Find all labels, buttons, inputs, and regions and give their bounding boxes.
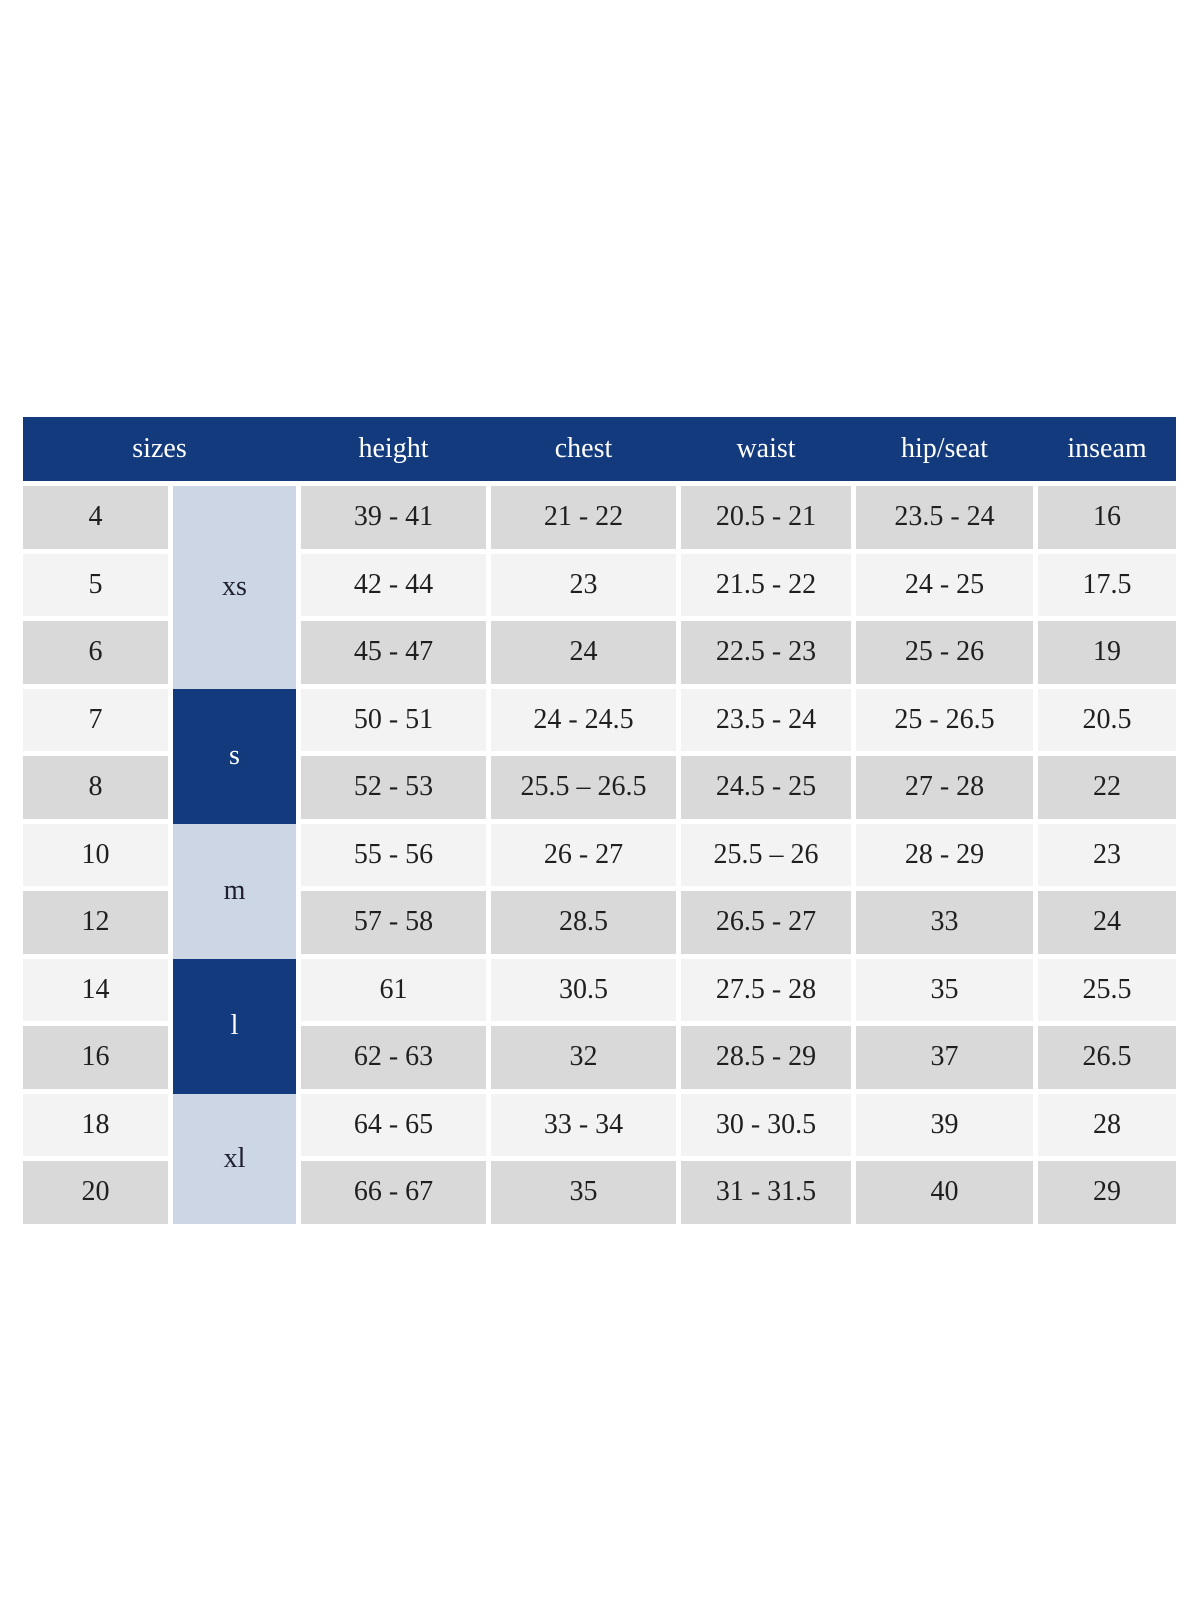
height-cell: 64 - 65 (301, 1093, 486, 1156)
table-row: 5 42 - 44 23 21.5 - 22 24 - 25 17.5 (23, 553, 1176, 616)
hip-seat-cell: 37 (856, 1026, 1033, 1089)
hip-seat-cell: 25 - 26 (856, 621, 1033, 684)
height-cell: 66 - 67 (301, 1161, 486, 1224)
inseam-cell: 22 (1038, 756, 1176, 819)
chest-cell: 33 - 34 (491, 1093, 676, 1156)
inseam-cell: 16 (1038, 486, 1176, 549)
size-number-cell: 16 (23, 1026, 168, 1089)
size-number-cell: 8 (23, 756, 168, 819)
size-number-cell: 12 (23, 891, 168, 954)
inseam-cell: 20.5 (1038, 688, 1176, 751)
height-cell: 55 - 56 (301, 823, 486, 886)
size-number-cell: 7 (23, 688, 168, 751)
hip-seat-cell: 28 - 29 (856, 823, 1033, 886)
chest-cell: 28.5 (491, 891, 676, 954)
hip-seat-cell: 35 (856, 958, 1033, 1021)
chest-cell: 25.5 – 26.5 (491, 756, 676, 819)
size-group-column: xs s m l xl (173, 486, 296, 1224)
chest-cell: 32 (491, 1026, 676, 1089)
waist-cell: 26.5 - 27 (681, 891, 851, 954)
inseam-cell: 28 (1038, 1093, 1176, 1156)
table-row: 16 62 - 63 32 28.5 - 29 37 26.5 (23, 1026, 1176, 1089)
column-header-chest: chest (554, 433, 613, 464)
chest-cell: 23 (491, 553, 676, 616)
hip-seat-cell: 39 (856, 1093, 1033, 1156)
height-cell: 61 (301, 958, 486, 1021)
size-group-cell-xl: xl (173, 1093, 296, 1224)
size-number-cell: 14 (23, 958, 168, 1021)
waist-cell: 21.5 - 22 (681, 553, 851, 616)
waist-cell: 27.5 - 28 (681, 958, 851, 1021)
inseam-cell: 24 (1038, 891, 1176, 954)
column-header-height: height (358, 433, 429, 464)
size-number-cell: 20 (23, 1161, 168, 1224)
size-group-cell-m: m (173, 823, 296, 959)
chest-cell: 24 - 24.5 (491, 688, 676, 751)
height-cell: 62 - 63 (301, 1026, 486, 1089)
size-group-cell-s: s (173, 688, 296, 824)
height-cell: 45 - 47 (301, 621, 486, 684)
table-row: 4 39 - 41 21 - 22 20.5 - 21 23.5 - 24 16 (23, 486, 1176, 549)
waist-cell: 25.5 – 26 (681, 823, 851, 886)
waist-cell: 28.5 - 29 (681, 1026, 851, 1089)
hip-seat-cell: 24 - 25 (856, 553, 1033, 616)
height-cell: 57 - 58 (301, 891, 486, 954)
size-number-cell: 10 (23, 823, 168, 886)
size-group-cell-xs: xs (173, 486, 296, 689)
waist-cell: 30 - 30.5 (681, 1093, 851, 1156)
inseam-cell: 17.5 (1038, 553, 1176, 616)
column-header-sizes: sizes (132, 433, 187, 464)
hip-seat-cell: 33 (856, 891, 1033, 954)
table-row: 8 52 - 53 25.5 – 26.5 24.5 - 25 27 - 28 … (23, 756, 1176, 819)
chest-cell: 30.5 (491, 958, 676, 1021)
size-number-cell: 4 (23, 486, 168, 549)
inseam-cell: 23 (1038, 823, 1176, 886)
height-cell: 39 - 41 (301, 486, 486, 549)
hip-seat-cell: 23.5 - 24 (856, 486, 1033, 549)
column-header-waist: waist (736, 433, 796, 464)
chest-cell: 35 (491, 1161, 676, 1224)
hip-seat-cell: 27 - 28 (856, 756, 1033, 819)
table-row: 12 57 - 58 28.5 26.5 - 27 33 24 (23, 891, 1176, 954)
column-header-inseam: inseam (1067, 433, 1147, 464)
chest-cell: 21 - 22 (491, 486, 676, 549)
hip-seat-cell: 25 - 26.5 (856, 688, 1033, 751)
inseam-cell: 26.5 (1038, 1026, 1176, 1089)
table-row: 20 66 - 67 35 31 - 31.5 40 29 (23, 1161, 1176, 1224)
chest-cell: 24 (491, 621, 676, 684)
waist-cell: 24.5 - 25 (681, 756, 851, 819)
inseam-cell: 19 (1038, 621, 1176, 684)
height-cell: 52 - 53 (301, 756, 486, 819)
waist-cell: 31 - 31.5 (681, 1161, 851, 1224)
size-group-cell-l: l (173, 958, 296, 1094)
table-row: 7 50 - 51 24 - 24.5 23.5 - 24 25 - 26.5 … (23, 688, 1176, 751)
hip-seat-cell: 40 (856, 1161, 1033, 1224)
size-number-cell: 6 (23, 621, 168, 684)
chest-cell: 26 - 27 (491, 823, 676, 886)
waist-cell: 22.5 - 23 (681, 621, 851, 684)
table-row: 18 64 - 65 33 - 34 30 - 30.5 39 28 (23, 1093, 1176, 1156)
waist-cell: 20.5 - 21 (681, 486, 851, 549)
column-header-hip-seat: hip/seat (900, 433, 989, 464)
table-header-row: sizes height chest waist hip/seat inseam (23, 417, 1176, 481)
table-row: 14 61 30.5 27.5 - 28 35 25.5 (23, 958, 1176, 1021)
height-cell: 42 - 44 (301, 553, 486, 616)
inseam-cell: 29 (1038, 1161, 1176, 1224)
table-body: 4 39 - 41 21 - 22 20.5 - 21 23.5 - 24 16… (23, 486, 1176, 1224)
inseam-cell: 25.5 (1038, 958, 1176, 1021)
height-cell: 50 - 51 (301, 688, 486, 751)
table-row: 6 45 - 47 24 22.5 - 23 25 - 26 19 (23, 621, 1176, 684)
size-number-cell: 5 (23, 553, 168, 616)
size-chart-table: sizes height chest waist hip/seat inseam… (23, 417, 1176, 1224)
size-number-cell: 18 (23, 1093, 168, 1156)
table-row: 10 55 - 56 26 - 27 25.5 – 26 28 - 29 23 (23, 823, 1176, 886)
waist-cell: 23.5 - 24 (681, 688, 851, 751)
